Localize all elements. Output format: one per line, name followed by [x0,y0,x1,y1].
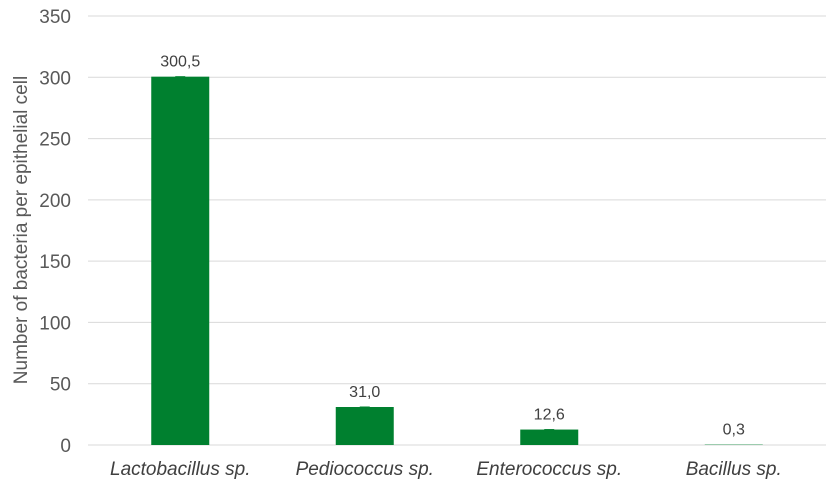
y-tick-label: 250 [39,130,71,151]
bar [520,429,579,445]
bar [335,407,394,445]
gridlines [88,15,826,446]
y-tick-label: 200 [39,191,71,212]
y-tick-label: 150 [39,252,71,273]
data-label: 31,0 [349,384,380,401]
x-axis-categories: Lactobacillus sp. Pediococcus sp. Enteroco… [110,459,782,480]
bars [151,76,763,446]
data-label: 12,6 [534,407,565,424]
data-labels: 300,5 31,0 12,6 0,3 [160,54,745,439]
data-label: 300,5 [160,54,200,71]
bar [151,76,210,446]
y-tick-label: 100 [39,313,71,334]
y-axis-ticks: 0 50 100 150 200 250 300 350 [39,7,71,457]
x-category-label: Enterococcus sp. [476,459,622,480]
y-tick-label: 350 [39,7,71,28]
x-category-label: Lactobacillus sp. [110,459,250,480]
data-label: 0,3 [723,422,745,439]
y-axis-title: Number of bacteria per epithelial cell [11,76,32,384]
x-category-label: Bacillus sp. [686,459,782,480]
y-tick-label: 50 [50,375,71,396]
y-tick-label: 300 [39,68,71,89]
x-category-label: Pediococcus sp. [296,459,434,480]
y-tick-label: 0 [60,436,71,457]
